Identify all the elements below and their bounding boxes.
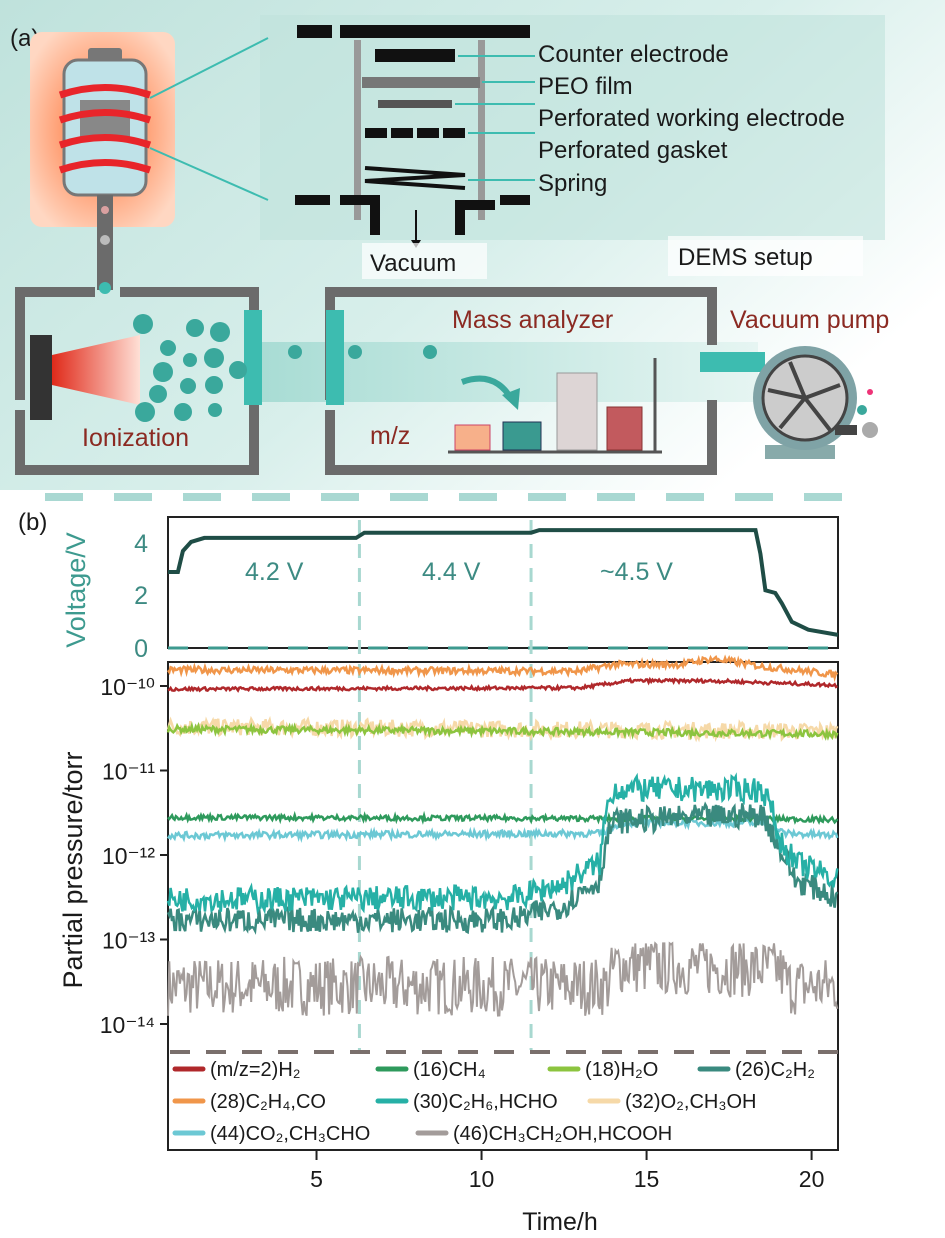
legend-label: (16)CH₄ xyxy=(413,1059,486,1081)
voltage-annotation: 4.2 V xyxy=(245,558,304,586)
legend-label: (30)C₂H₆,HCHO xyxy=(413,1091,558,1113)
series-line xyxy=(166,721,839,741)
legend: (m/z=2)H₂ (16)CH₄ (18)H₂O (26)C₂H₂ (28)C₂H₄,… xyxy=(172,1059,815,1145)
legend-label: (46)CH₃CH₂OH,HCOOH xyxy=(453,1123,672,1145)
vacuum-label: Vacuum xyxy=(370,250,456,277)
y-tick-label: 10⁻¹³ xyxy=(102,928,155,954)
voltage-annotation: ~4.5 V xyxy=(600,558,673,586)
series-line xyxy=(166,815,839,844)
series-line xyxy=(166,654,839,683)
panel-b-label: (b) xyxy=(18,509,47,536)
x-tick-label: 20 xyxy=(799,1166,825,1192)
ionization-label: Ionization xyxy=(82,424,189,452)
y-tick-label: 10⁻¹⁴ xyxy=(100,1012,155,1038)
mz-label: m/z xyxy=(370,422,410,450)
pressure-plot-frame xyxy=(167,661,839,1151)
vacuum-pump-label: Vacuum pump xyxy=(730,306,889,334)
y-tick-label: 4 xyxy=(134,530,148,558)
zoom-line xyxy=(149,147,269,201)
heated-cell-icon xyxy=(30,32,175,294)
panel-a: (a) xyxy=(0,0,945,501)
voltage-line xyxy=(168,528,839,637)
setup-title: DEMS setup xyxy=(678,244,813,271)
pressure-plot xyxy=(166,654,839,1017)
stack-label: PEO film xyxy=(538,73,633,100)
x-ticks: 5 10 15 20 xyxy=(310,1150,824,1192)
series-line xyxy=(167,941,839,1017)
y-tick-label: 0 xyxy=(134,635,148,663)
series-line xyxy=(166,715,839,743)
x-tick-label: 15 xyxy=(634,1166,660,1192)
ionization-chamber-icon xyxy=(15,287,262,475)
y-tick-label: 10⁻¹¹ xyxy=(102,759,155,785)
mass-analyzer-label: Mass analyzer xyxy=(452,306,613,334)
stack-label: Counter electrode xyxy=(538,41,729,68)
series-line xyxy=(167,810,839,826)
legend-label: (m/z=2)H₂ xyxy=(210,1059,301,1081)
legend-label: (26)C₂H₂ xyxy=(735,1059,815,1081)
x-tick-label: 5 xyxy=(310,1166,323,1192)
legend-label: (18)H₂O xyxy=(585,1059,658,1081)
zoom-line xyxy=(149,37,269,99)
voltage-axis-label: Voltage/V xyxy=(61,532,91,648)
y-tick-label: 2 xyxy=(134,582,148,610)
stack-label: Perforated gasket xyxy=(538,137,728,164)
mass-analyzer-icon xyxy=(325,287,717,475)
y-tick-label: 10⁻¹⁰ xyxy=(100,674,155,700)
x-axis-label: Time/h xyxy=(522,1208,597,1236)
series-line xyxy=(166,772,839,916)
y-tick-label: 10⁻¹² xyxy=(102,843,155,869)
series-line xyxy=(166,801,839,935)
y-ticks: 10⁻¹⁴ 10⁻¹³ 10⁻¹² 10⁻¹¹ 10⁻¹⁰ xyxy=(100,674,168,1038)
series-line xyxy=(167,676,838,693)
panel-b: (b) Voltage/V 0 2 4 4.2 V 4.4 V ~4.5 V P… xyxy=(18,509,839,1236)
electrode-stack-icon xyxy=(295,25,535,248)
x-tick-label: 10 xyxy=(469,1166,495,1192)
stack-label: Perforated working electrode xyxy=(538,105,845,132)
vacuum-pump-icon xyxy=(700,346,878,459)
vacuum-label-bg xyxy=(362,243,487,279)
setup-title-bg xyxy=(668,236,863,276)
ion-icon xyxy=(288,345,302,359)
legend-label: (28)C₂H₄,CO xyxy=(210,1091,326,1113)
stack-label: Spring xyxy=(538,170,607,197)
legend-label: (32)O₂,CH₃OH xyxy=(625,1091,756,1113)
voltage-annotation: 4.4 V xyxy=(422,558,481,586)
pressure-axis-label: Partial pressure/torr xyxy=(58,751,88,988)
legend-label: (44)CO₂,CH₃CHO xyxy=(210,1123,370,1145)
